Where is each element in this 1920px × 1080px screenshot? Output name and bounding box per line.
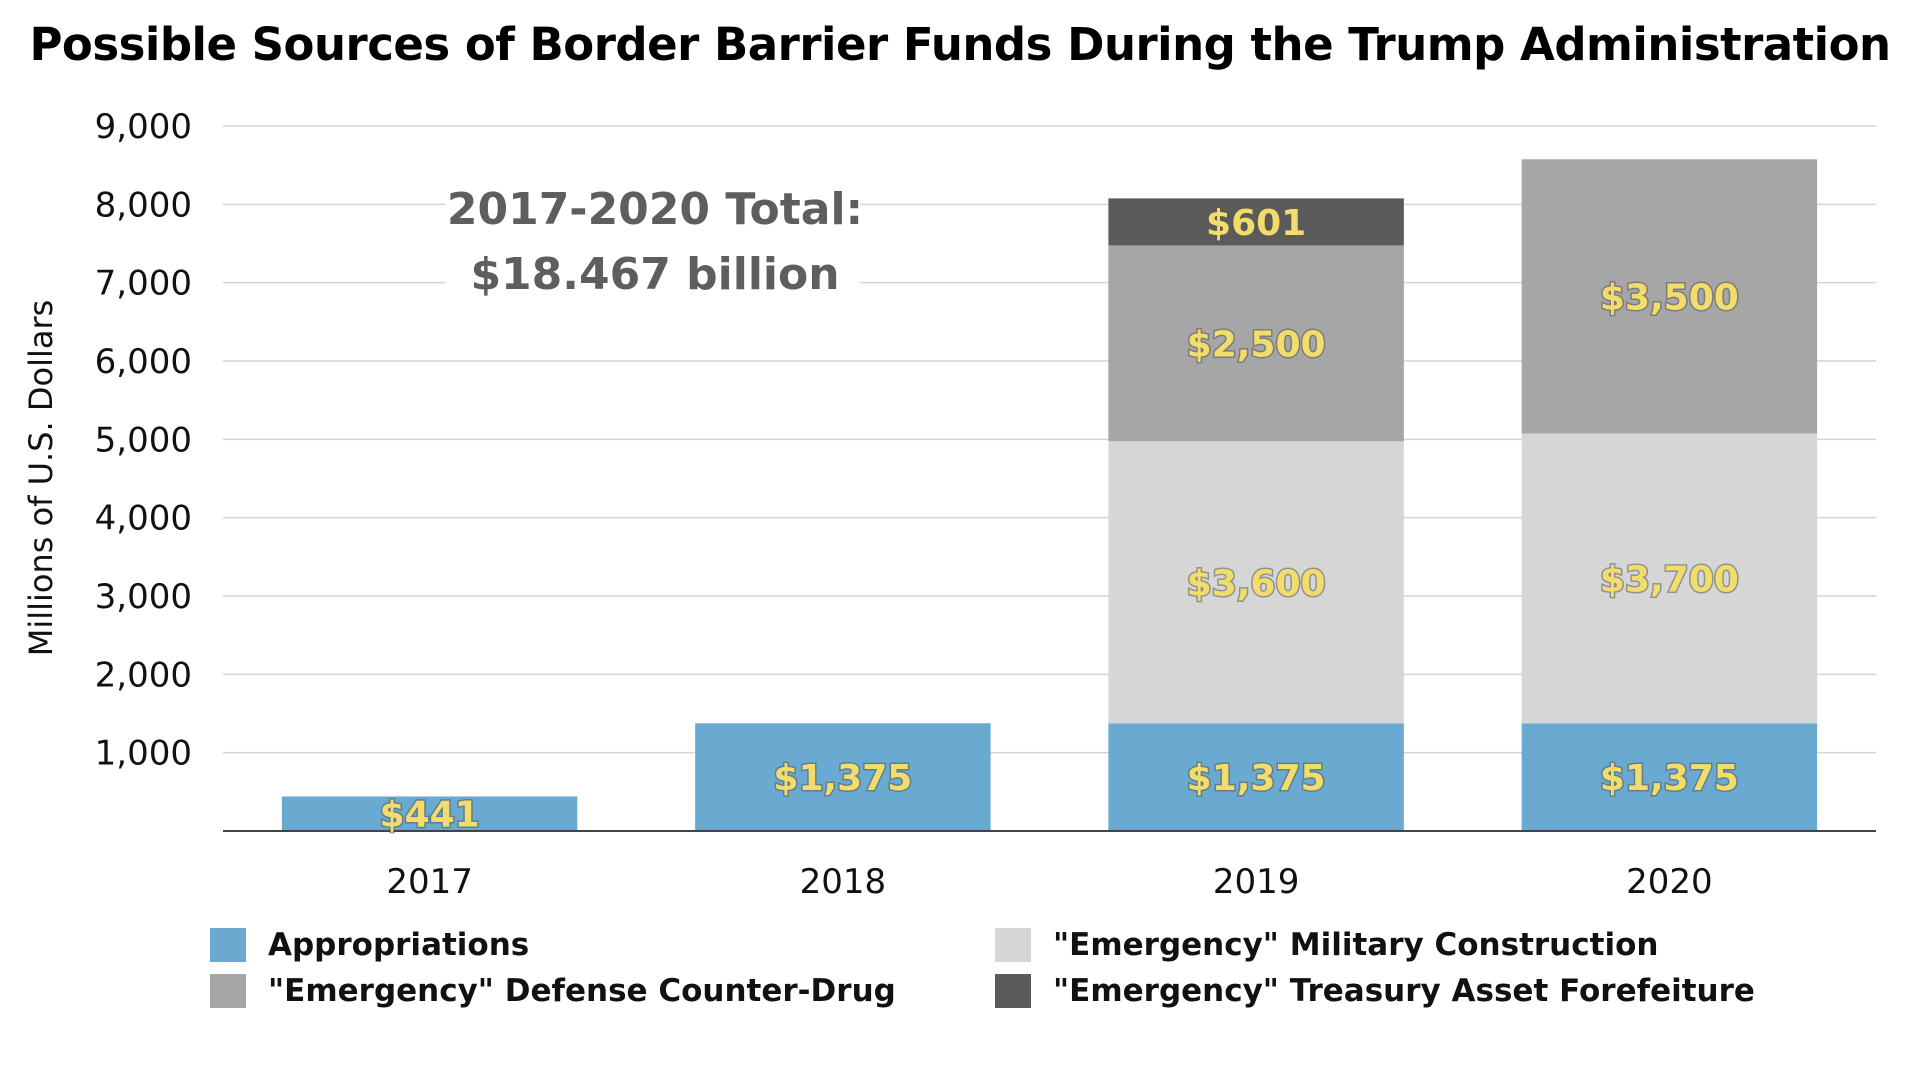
data-label-2020-series-1: $3,700	[1600, 559, 1739, 600]
legend-item: "Emergency" Defense Counter-Drug	[210, 971, 896, 1011]
legend: Appropriations "Emergency" Military Const…	[210, 925, 1770, 1025]
legend-item: "Emergency" Treasury Asset Forefeiture	[995, 971, 1755, 1011]
x-tick-label-2017: 2017	[386, 862, 473, 902]
data-label-2019-series-0: $1,375	[1187, 758, 1326, 799]
y-tick-label: 2,000	[95, 655, 192, 695]
y-tick-label: 9,000	[95, 107, 192, 147]
legend-label: "Emergency" Defense Counter-Drug	[268, 973, 896, 1009]
y-tick-label: 8,000	[95, 185, 192, 225]
legend-swatch	[210, 974, 246, 1008]
bar-2019-series-2	[1108, 245, 1404, 442]
y-tick-label: 5,000	[95, 420, 192, 460]
data-label-2020-series-0: $1,375	[1600, 758, 1739, 799]
legend-label: "Emergency" Treasury Asset Forefeiture	[1053, 973, 1755, 1009]
data-label-2017-series-0: $441	[380, 795, 480, 836]
data-labels: $441 $1,375 $1,375 $3,600 $2,500 $601 $1,375 $3…	[378, 201, 1740, 837]
bars	[281, 159, 1818, 831]
y-axis-title: Millions of U.S. Dollars	[22, 300, 60, 657]
data-label-2020-series-2: $3,500	[1600, 277, 1739, 318]
bar-2019-series-3	[1108, 198, 1404, 246]
legend-swatch	[995, 974, 1031, 1008]
bar-2019-series-1	[1108, 441, 1404, 724]
data-label-2019-series-2: $2,500	[1187, 324, 1326, 365]
y-tick-label: 4,000	[95, 499, 192, 539]
legend-item: Appropriations	[210, 925, 529, 965]
bar-2019-series-0	[1108, 723, 1404, 831]
data-label-2019-series-3: $601	[1206, 203, 1306, 244]
bar-2020-series-2	[1521, 159, 1818, 434]
axes: 1,000 2,000 3,000 4,000 5,000 6,000 7,000 8,000…	[95, 107, 1876, 902]
legend-item: "Emergency" Military Construction	[995, 925, 1658, 965]
y-tick-label: 6,000	[95, 342, 192, 382]
chart-title: Possible Sources of Border Barrier Funds…	[29, 18, 1891, 71]
y-tick-label: 7,000	[95, 264, 192, 304]
bar-2018-series-0	[695, 723, 991, 831]
x-tick-label-2019: 2019	[1213, 862, 1300, 902]
total-annotation: 2017-2020 Total: $18.467 billion	[445, 180, 863, 330]
data-label-2019-series-1: $3,600	[1187, 563, 1326, 604]
legend-swatch	[210, 928, 246, 962]
legend-swatch	[995, 928, 1031, 962]
legend-label: "Emergency" Military Construction	[1053, 927, 1659, 963]
data-label-2018-series-0: $1,375	[773, 758, 912, 799]
bar-2020-series-0	[1521, 723, 1818, 831]
bar-2020-series-1	[1521, 433, 1818, 724]
bar-2017-series-0	[281, 796, 578, 831]
y-tick-label: 1,000	[95, 734, 192, 774]
x-tick-label-2018: 2018	[800, 862, 887, 902]
total-annotation-line2: $18.467 billion	[470, 249, 839, 300]
total-annotation-background	[445, 180, 860, 330]
y-tick-label: 3,000	[95, 577, 192, 617]
legend-label: Appropriations	[268, 927, 530, 963]
total-annotation-line1: 2017-2020 Total:	[447, 184, 863, 235]
x-tick-label-2020: 2020	[1626, 862, 1713, 902]
